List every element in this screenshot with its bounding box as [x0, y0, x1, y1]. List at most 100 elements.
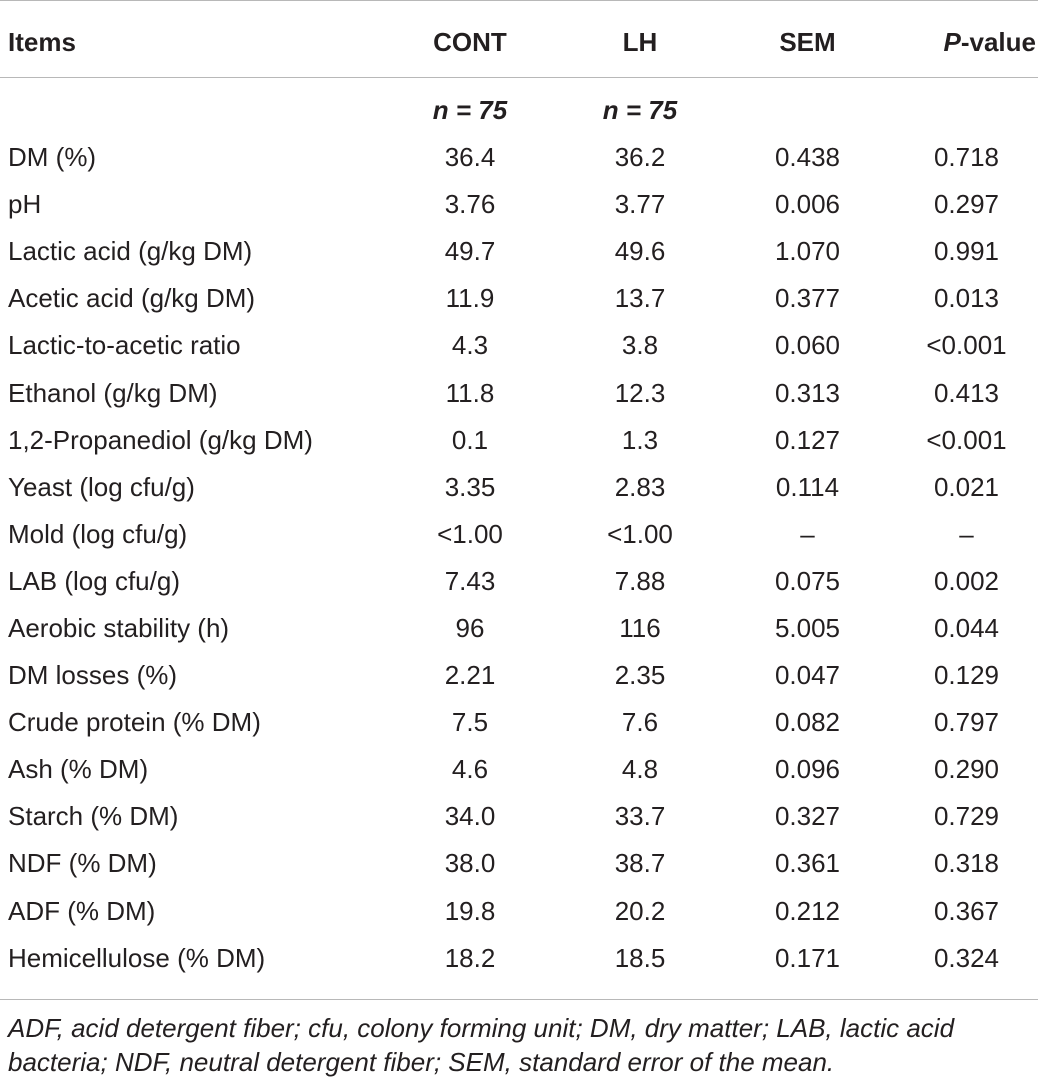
row-label: NDF (% DM) — [8, 848, 157, 879]
cell-lh: 12.3 — [614, 377, 666, 408]
header-sem: SEM — [779, 26, 836, 57]
cell-p-value: 0.290 — [933, 754, 1000, 785]
cell-cont: 11.9 — [445, 283, 495, 314]
cell-cont: 3.35 — [444, 471, 496, 502]
cell-p-value: <0.001 — [926, 424, 1007, 455]
cell-sem: 0.082 — [774, 707, 841, 738]
cell-lh: 36.2 — [614, 142, 666, 173]
n-lh: n = 75 — [602, 95, 678, 125]
row-label: Hemicellulose (% DM) — [8, 942, 266, 973]
cell-lh: 49.6 — [614, 236, 666, 267]
row-label: Lactic acid (g/kg DM) — [8, 236, 253, 267]
cell-lh: 4.8 — [621, 754, 659, 785]
cell-sem: 0.127 — [774, 424, 841, 455]
table-row: DM (%) 36.4 36.2 0.438 0.718 — [0, 134, 1038, 181]
row-label: Crude protein (% DM) — [8, 707, 261, 738]
header-rule — [0, 77, 1038, 78]
cell-lh: 18.5 — [614, 942, 666, 973]
cell-sem: 0.438 — [774, 142, 841, 173]
row-label: Lactic-to-acetic ratio — [8, 330, 241, 361]
table-row: ADF (% DM) 19.8 20.2 0.212 0.367 — [0, 888, 1038, 935]
cell-sem: 0.212 — [774, 895, 841, 926]
table-row: NDF (% DM) 38.0 38.7 0.361 0.318 — [0, 840, 1038, 887]
cell-sem: 0.114 — [775, 471, 840, 502]
cell-cont: 36.4 — [444, 142, 496, 173]
table-row: 1,2-Propanediol (g/kg DM) 0.1 1.3 0.127 <0.0… — [0, 417, 1038, 464]
cell-cont: 18.2 — [444, 942, 496, 973]
cell-p-value: 0.413 — [933, 377, 1000, 408]
cell-p-value: 0.021 — [933, 471, 1000, 502]
cell-cont: 4.6 — [451, 754, 489, 785]
cell-lh: 116 — [619, 612, 661, 643]
row-label: Ethanol (g/kg DM) — [8, 377, 218, 408]
table-row: Lactic-to-acetic ratio 4.3 3.8 0.060 <0.001 — [0, 322, 1038, 369]
header-cont: CONT — [433, 26, 507, 57]
cell-sem: 0.361 — [774, 848, 841, 879]
top-rule — [0, 0, 1038, 1]
cell-lh: 13.7 — [614, 283, 666, 314]
silage-results-table: Items CONT LH SEM P-value n = 75 n = 75 … — [0, 18, 1038, 982]
header-row: Items CONT LH SEM P-value — [0, 18, 1038, 66]
n-cont: n = 75 — [432, 95, 508, 125]
cell-p-value: 0.044 — [933, 612, 1000, 643]
cell-cont: 0.1 — [451, 424, 489, 455]
sample-size-label — [0, 87, 380, 134]
table-footnote: ADF, acid detergent fiber; cfu, colony f… — [8, 1013, 955, 1077]
cell-cont: 7.5 — [451, 707, 489, 738]
cell-cont: 2.21 — [444, 660, 496, 691]
table-row: Ethanol (g/kg DM) 11.8 12.3 0.313 0.413 — [0, 369, 1038, 416]
cell-lh: 2.83 — [614, 471, 666, 502]
cell-p-value: 0.297 — [933, 189, 1000, 220]
table-row: Mold (log cfu/g) <1.00 <1.00 – – — [0, 511, 1038, 558]
cell-lh: 3.77 — [614, 189, 666, 220]
cell-sem: 0.047 — [774, 660, 841, 691]
cell-lh: 20.2 — [614, 895, 666, 926]
header-p-letter: P — [943, 26, 961, 57]
cell-p-value: 0.367 — [933, 895, 1000, 926]
cell-cont: 3.76 — [444, 189, 496, 220]
cell-cont: 49.7 — [444, 236, 496, 267]
cell-sem: 0.327 — [774, 801, 841, 832]
cell-cont: 11.8 — [445, 377, 495, 408]
cell-cont: 19.8 — [444, 895, 496, 926]
bottom-rule — [0, 999, 1038, 1000]
cell-sem: 0.006 — [774, 189, 841, 220]
row-label: Mold (log cfu/g) — [8, 518, 188, 549]
cell-sem: – — [800, 518, 815, 549]
cell-lh: 33.7 — [614, 801, 666, 832]
cell-p-value: 0.013 — [933, 283, 1000, 314]
cell-p-value: – — [959, 518, 974, 549]
cell-lh: 1.3 — [621, 424, 659, 455]
cell-p-value: 0.129 — [933, 660, 1000, 691]
cell-lh: 38.7 — [614, 848, 666, 879]
row-label: Ash (% DM) — [8, 754, 149, 785]
cell-sem: 0.096 — [774, 754, 841, 785]
row-label: DM losses (%) — [8, 660, 178, 691]
cell-sem: 0.075 — [774, 565, 841, 596]
cell-sem: 1.070 — [774, 236, 841, 267]
table-row: Acetic acid (g/kg DM) 11.9 13.7 0.377 0.013 — [0, 275, 1038, 322]
cell-p-value: 0.991 — [933, 236, 1000, 267]
table-row: Yeast (log cfu/g) 3.35 2.83 0.114 0.021 — [0, 464, 1038, 511]
table-row: Hemicellulose (% DM) 18.2 18.5 0.171 0.324 — [0, 935, 1038, 982]
row-label: Acetic acid (g/kg DM) — [8, 283, 256, 314]
cell-p-value: 0.718 — [933, 142, 1000, 173]
table-row: Aerobic stability (h) 96 116 5.005 0.044 — [0, 605, 1038, 652]
cell-lh: <1.00 — [607, 518, 673, 549]
row-label: pH — [8, 189, 42, 220]
row-label: 1,2-Propanediol (g/kg DM) — [8, 424, 313, 455]
row-label: Starch (% DM) — [8, 801, 179, 832]
spacer-row — [0, 66, 1038, 87]
cell-p-value: 0.324 — [933, 942, 1000, 973]
table-row: Lactic acid (g/kg DM) 49.7 49.6 1.070 0.991 — [0, 228, 1038, 275]
cell-sem: 5.005 — [774, 612, 841, 643]
cell-cont: 96 — [455, 612, 485, 643]
table-row: pH 3.76 3.77 0.006 0.297 — [0, 181, 1038, 228]
row-label: Aerobic stability (h) — [8, 612, 230, 643]
header-items: Items — [8, 26, 76, 57]
cell-p-value: 0.797 — [933, 707, 1000, 738]
cell-cont: <1.00 — [437, 518, 503, 549]
table-row: Ash (% DM) 4.6 4.8 0.096 0.290 — [0, 746, 1038, 793]
cell-p-value: <0.001 — [926, 330, 1007, 361]
